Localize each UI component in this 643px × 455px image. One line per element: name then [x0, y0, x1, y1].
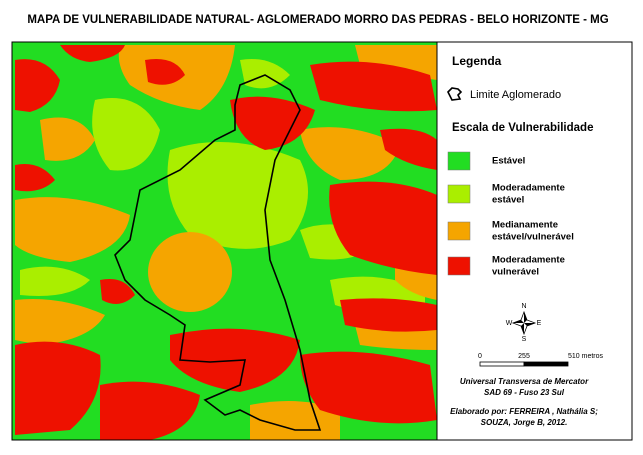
boundary-label: Limite Aglomerado: [470, 89, 561, 101]
class-label: Moderadamente: [492, 255, 565, 266]
legend-classes: EstávelModeradamenteestávelMedianamentee…: [447, 151, 574, 278]
projection: SAD 69 - Fuso 23 Sul: [484, 388, 565, 397]
map-raster: [11, 41, 438, 441]
map-title: MAPA DE VULNERABILIDADE NATURAL- AGLOMER…: [27, 14, 608, 26]
compass-e: E: [537, 320, 542, 327]
settlement-boundary: [114, 74, 322, 431]
class-label: Moderadamente: [492, 183, 565, 194]
vulnerable-areas: [15, 45, 437, 440]
credits: Elaborado por: FERREIRA , Nathália S;: [450, 407, 598, 416]
class-swatch: [447, 184, 471, 204]
compass-w: W: [506, 320, 513, 327]
class-swatch: [447, 221, 471, 241]
compass-n: N: [521, 303, 526, 310]
class-label: estável: [492, 195, 524, 206]
credits: SOUZA, Jorge B, 2012.: [481, 418, 568, 427]
legend-panel: [436, 41, 633, 441]
class-label: Medianamente: [492, 220, 558, 231]
scale-label: 510 metros: [568, 353, 604, 360]
scale-bar: 0 255 510 metros: [478, 353, 604, 367]
projection: Universal Transversa de Mercator: [460, 377, 589, 386]
class-label: estável/vulnerável: [492, 232, 574, 243]
class-label: vulnerável: [492, 267, 539, 278]
boundary-symbol: [447, 87, 463, 101]
scale-label: 0: [478, 353, 482, 360]
compass-s: S: [522, 336, 527, 343]
north-arrow: N S W E: [506, 303, 542, 343]
class-label: Estável: [492, 156, 525, 167]
scale-title: Escala de Vulnerabilidade: [452, 122, 593, 134]
class-swatch: [447, 151, 471, 171]
legend-title: Legenda: [452, 54, 502, 68]
scale-label: 255: [518, 353, 530, 360]
class-swatch: [447, 256, 471, 276]
